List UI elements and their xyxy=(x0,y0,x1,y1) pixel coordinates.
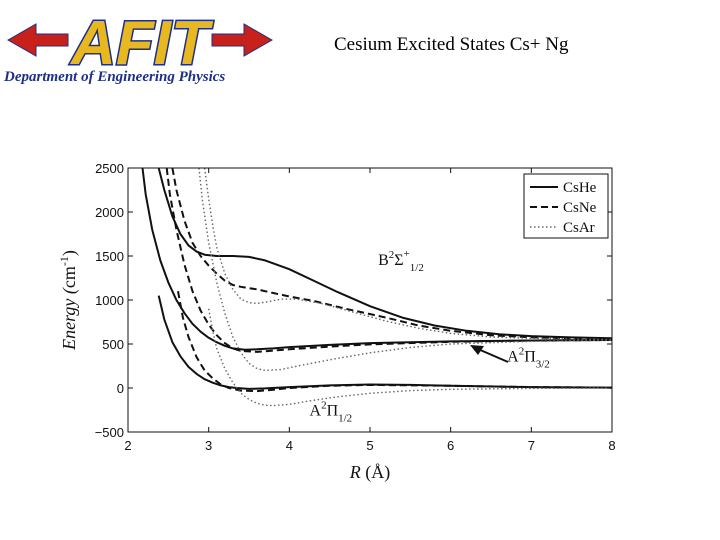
x-tick-label: 7 xyxy=(528,438,535,453)
y-axis-label: Energy (cm-1) xyxy=(57,250,80,351)
afit-logo: AFIT xyxy=(6,8,274,77)
x-tick-label: 2 xyxy=(124,438,131,453)
logo-right-arrow-icon xyxy=(211,23,274,57)
x-tick-label: 5 xyxy=(366,438,373,453)
x-axis-label: R (Å) xyxy=(349,462,391,483)
svg-text:AFIT: AFIT xyxy=(69,9,214,76)
series-cshe-1 xyxy=(141,168,612,351)
annotation-arrow-icon xyxy=(470,345,509,363)
series-csne-5 xyxy=(177,291,612,393)
y-tick-label: 500 xyxy=(102,337,124,352)
logo-lettering: AFIT xyxy=(68,8,216,77)
axis-ticks: 2 3 4 5 6 7 8 −500 0 500 1000 1500 2000 2500 xyxy=(95,161,616,453)
logo-left-arrow-icon xyxy=(6,23,69,57)
legend-label: CsAr xyxy=(563,220,595,236)
series-csne-3 xyxy=(171,168,612,340)
annotations: B2Σ+1/2 A2Π3/2 A2Π1/2 xyxy=(310,248,550,424)
y-tick-label: −500 xyxy=(95,425,124,440)
x-tick-label: 8 xyxy=(608,438,615,453)
series-csar-7 xyxy=(198,168,612,372)
legend-label: CsHe xyxy=(563,180,597,196)
series-cshe-0 xyxy=(157,168,612,340)
slide-title: Cesium Excited States Cs+ Ng xyxy=(334,34,569,55)
state-annotation: A2Π1/2 xyxy=(310,399,353,424)
y-tick-label: 1000 xyxy=(95,293,124,308)
state-annotation: A2Π3/2 xyxy=(507,346,550,371)
x-tick-label: 6 xyxy=(447,438,454,453)
legend: CsHe CsNe CsAr xyxy=(523,173,609,239)
legend-label: CsNe xyxy=(563,200,597,216)
series-csne-4 xyxy=(165,168,612,353)
y-tick-label: 0 xyxy=(117,381,124,396)
x-tick-label: 3 xyxy=(205,438,212,453)
state-annotation: B2Σ+1/2 xyxy=(378,248,424,274)
department-name: Department of Engineering Physics xyxy=(4,69,226,85)
y-tick-label: 2500 xyxy=(95,161,124,176)
y-tick-label: 2000 xyxy=(95,205,124,220)
series-group xyxy=(141,168,612,407)
x-tick-label: 4 xyxy=(286,438,293,453)
series-csar-6 xyxy=(203,168,612,341)
y-tick-label: 1500 xyxy=(95,249,124,264)
